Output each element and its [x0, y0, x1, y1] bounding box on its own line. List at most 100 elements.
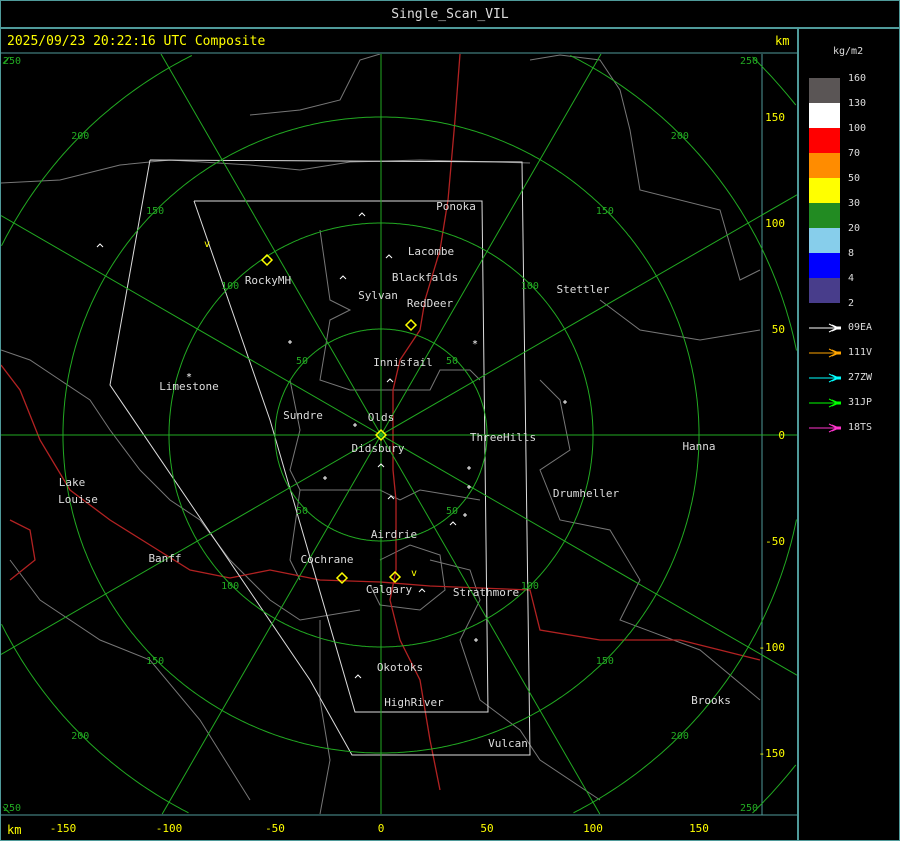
- place-label-banff: Banff: [148, 552, 181, 565]
- radial-line: [160, 54, 601, 815]
- place-label-blackfalds: Blackfalds: [392, 271, 458, 284]
- highways: [1, 54, 761, 791]
- legend-swatch: [809, 103, 840, 128]
- legend-unit: kg/m2: [833, 46, 864, 57]
- radar-site-diamond-icon[interactable]: [388, 570, 402, 584]
- plus-marker-icon: [323, 476, 327, 480]
- x-tick-label: 100: [583, 822, 603, 835]
- place-label-sundre: Sundre: [283, 409, 323, 422]
- y-axis-ticks: 150 100 50 0 -50 -100 -150: [759, 111, 786, 760]
- legend-value: 100: [848, 123, 867, 134]
- radar-site-diamond-icon[interactable]: [335, 571, 349, 585]
- radar-label[interactable]: 27ZW: [848, 372, 873, 383]
- legend-swatch: [809, 203, 840, 228]
- y-tick-label: 150: [765, 111, 785, 124]
- radar-label[interactable]: 18TS: [848, 422, 873, 433]
- legend-swatch: [809, 78, 840, 103]
- place-label-brooks: Brooks: [691, 694, 731, 707]
- x-tick-label: -150: [50, 822, 77, 835]
- legend-swatch: [809, 128, 840, 153]
- x-axis-ticks: -150 -100 -50 0 50 100 150: [50, 822, 709, 835]
- legend-value: 160: [848, 73, 867, 84]
- legend-swatch: [809, 228, 840, 253]
- x-tick-label: 150: [689, 822, 709, 835]
- y-tick-label: -100: [759, 641, 786, 654]
- place-label-olds: Olds: [368, 411, 395, 424]
- place-label-lake: Lake: [59, 476, 86, 489]
- legend-value: 4: [848, 273, 855, 284]
- v-marker-icon: v: [411, 568, 417, 579]
- place-label-hanna: Hanna: [682, 440, 715, 453]
- km-label-top: km: [775, 34, 790, 48]
- place-label-innisfail: Innisfail: [373, 356, 433, 369]
- place-label-threehills: ThreeHills: [470, 431, 536, 444]
- radar-label[interactable]: 111V: [848, 347, 873, 358]
- asterisk-marker-icon: *: [186, 372, 192, 383]
- site-markers: * * v v: [96, 212, 567, 679]
- legend-swatch: [809, 253, 840, 278]
- legend-swatch: [809, 278, 840, 303]
- place-labels: Ponoka Lacombe Blackfalds Sylvan RedDeer Rock…: [58, 200, 731, 750]
- radar-site-diamond-icon[interactable]: [404, 318, 418, 332]
- ring-label: 100: [521, 581, 539, 592]
- radar-label[interactable]: 31JP: [848, 397, 873, 408]
- place-label-okotoks: Okotoks: [377, 661, 423, 674]
- place-label-drumheller: Drumheller: [553, 487, 620, 500]
- ring-label: 50: [446, 506, 458, 517]
- place-label-limestone: Limestone: [159, 380, 219, 393]
- radar-label[interactable]: 09EA: [848, 322, 873, 333]
- radial-line: [1, 194, 797, 655]
- legend-swatch: [809, 178, 840, 203]
- radar-arrow-icon: [809, 398, 841, 408]
- ring-label: 150: [146, 656, 164, 667]
- ring-label: 250: [740, 803, 758, 814]
- place-label-lacombe: Lacombe: [408, 245, 454, 258]
- ring-label: 150: [596, 656, 614, 667]
- place-label-reddeer: RedDeer: [407, 297, 454, 310]
- radar-arrow-icon: [809, 348, 841, 358]
- legend-value: 8: [848, 248, 855, 259]
- place-label-airdrie: Airdrie: [371, 528, 417, 541]
- place-label-didsbury: Didsbury: [352, 442, 405, 455]
- ring-label: 200: [71, 131, 89, 142]
- ring-label: 100: [221, 581, 239, 592]
- x-tick-label: 0: [378, 822, 385, 835]
- range-rings: [1, 54, 797, 815]
- place-label-calgary: Calgary: [366, 583, 413, 596]
- plus-marker-icon: [288, 340, 292, 344]
- ring-label: 100: [521, 281, 539, 292]
- plus-marker-icon: [467, 466, 471, 470]
- place-label-vulcan: Vulcan: [488, 737, 528, 750]
- plus-marker-icon: [474, 638, 478, 642]
- radar-site-diamond-icon[interactable]: [260, 253, 274, 267]
- radial-line: [161, 54, 602, 815]
- place-label-stettler: Stettler: [557, 283, 610, 296]
- ring-label: 100: [221, 281, 239, 292]
- legend-value: 30: [848, 198, 861, 209]
- radial-line: [1, 215, 797, 676]
- legend-value: 50: [848, 173, 861, 184]
- place-label-strathmore: Strathmore: [453, 586, 519, 599]
- caret-marker-icon: [354, 674, 362, 679]
- caret-marker-icon: [386, 378, 394, 383]
- radar-site-diamond-icon[interactable]: [374, 428, 388, 442]
- legend-value: 130: [848, 98, 867, 109]
- ring-label: 200: [71, 731, 89, 742]
- legend-value: 2: [848, 298, 855, 309]
- y-tick-label: -50: [765, 535, 785, 548]
- y-tick-label: -150: [759, 747, 786, 760]
- range-ring: [2, 56, 797, 814]
- plus-marker-icon: [563, 400, 567, 404]
- place-label-sylvan: Sylvan: [358, 289, 398, 302]
- ring-label: 250: [740, 56, 758, 67]
- place-label-cochrane: Cochrane: [301, 553, 354, 566]
- ring-label: 250: [3, 56, 21, 67]
- caret-marker-icon: [385, 254, 393, 259]
- radar-arrow-icon: [809, 323, 841, 333]
- km-label-bottom: km: [7, 823, 22, 837]
- place-label-ponoka: Ponoka: [436, 200, 476, 213]
- ring-label: 200: [671, 731, 689, 742]
- place-label-louise: Louise: [58, 493, 98, 506]
- radar-arrow-icon: [809, 373, 841, 383]
